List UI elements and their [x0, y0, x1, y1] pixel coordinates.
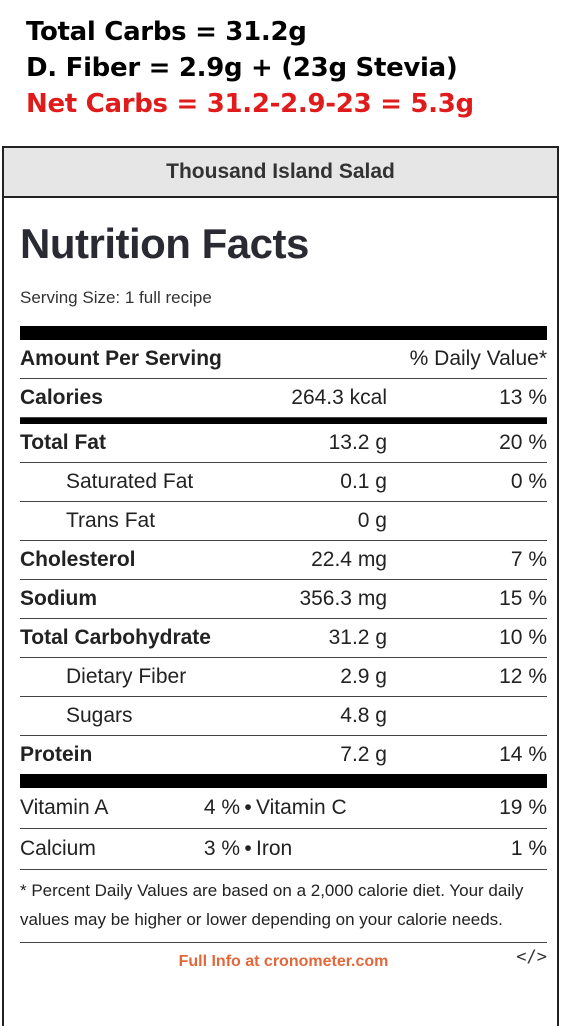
thick-divider — [20, 774, 547, 788]
net-carbs-note: Net Carbs = 31.2-2.9-23 = 5.3g — [26, 89, 474, 119]
nutrient-amount: 13.2 g — [328, 431, 387, 454]
nutrient-row-dietary-fiber: Dietary Fiber 2.9 g 12 % — [20, 658, 547, 697]
nutrient-amount: 22.4 mg — [311, 548, 387, 571]
nutrient-name: Calories — [20, 386, 103, 409]
bullet-separator: • — [244, 796, 252, 819]
vitamin-name: Calcium — [20, 837, 96, 860]
vitamin-value: 3 % — [203, 837, 240, 860]
vitamin-value: 19 % — [499, 796, 547, 819]
nutrient-dv: 15 % — [499, 587, 547, 610]
nutrient-row-cholesterol: Cholesterol 22.4 mg 7 % — [20, 541, 547, 580]
vitamin-name: Vitamin A — [20, 796, 109, 819]
nutrient-dv: 0 % — [510, 470, 547, 493]
vitamin-value: 1 % — [510, 837, 547, 860]
nutrient-name: Sugars — [66, 704, 133, 727]
nutrient-amount: 356.3 mg — [299, 587, 387, 610]
daily-value-footnote: * Percent Daily Values are based on a 2,… — [20, 870, 547, 943]
nutrient-name: Dietary Fiber — [66, 665, 187, 688]
nutrient-row-total-carbohydrate: Total Carbohydrate 31.2 g 10 % — [20, 619, 547, 658]
nutrient-amount: 0 g — [357, 509, 387, 532]
nutrition-facts-title: Nutrition Facts — [20, 220, 309, 267]
fiber-note: D. Fiber = 2.9g + (23g Stevia) — [26, 53, 458, 83]
carb-annotation: Total Carbs = 31.2g D. Fiber = 2.9g + (2… — [26, 14, 556, 122]
amount-per-serving-label: Amount Per Serving — [20, 347, 222, 370]
nutrient-dv: 7 % — [510, 548, 547, 571]
nutrient-amount: 264.3 kcal — [291, 386, 387, 409]
nutrient-name: Total Fat — [20, 431, 106, 454]
total-carbs-note: Total Carbs = 31.2g — [26, 17, 307, 47]
nutrient-dv: 14 % — [499, 743, 547, 766]
nutrient-row-calories: Calories 264.3 kcal 13 % — [20, 379, 547, 418]
nutrient-amount: 31.2 g — [328, 626, 387, 649]
nutrient-dv: 12 % — [499, 665, 547, 688]
nutrient-amount: 0.1 g — [340, 470, 387, 493]
nutrient-name: Saturated Fat — [66, 470, 194, 493]
vitamin-name: Vitamin C — [256, 796, 347, 819]
bullet-separator: • — [244, 837, 252, 860]
embed-code-icon[interactable]: </> — [516, 947, 547, 967]
nutrient-dv: 13 % — [499, 386, 547, 409]
vitamin-row: Vitamin A 4 % • Vitamin C 19 % — [20, 788, 547, 829]
vitamin-row: Calcium 3 % • Iron 1 % — [20, 829, 547, 870]
nutrient-name: Total Carbohydrate — [20, 626, 211, 649]
nutrient-amount: 4.8 g — [340, 704, 387, 727]
nutrient-dv: 20 % — [499, 431, 547, 454]
medium-divider — [20, 418, 547, 424]
nutrient-row-sugars: Sugars 4.8 g — [20, 697, 547, 736]
nutrient-row-protein: Protein 7.2 g 14 % — [20, 736, 547, 774]
nutrient-row-trans-fat: Trans Fat 0 g — [20, 502, 547, 541]
vitamin-value: 4 % — [203, 796, 240, 819]
nutrient-name: Sodium — [20, 587, 97, 610]
nutrient-amount: 7.2 g — [340, 743, 387, 766]
nutrient-amount: 2.9 g — [340, 665, 387, 688]
nutrient-name: Protein — [20, 743, 93, 766]
nutrition-panel: Nutrition Facts Serving Size: 1 full rec… — [20, 198, 547, 987]
recipe-title: Thousand Island Salad — [4, 148, 557, 198]
serving-size: Serving Size: 1 full recipe — [20, 288, 212, 307]
nutrient-row-sodium: Sodium 356.3 mg 15 % — [20, 580, 547, 619]
thick-divider — [20, 326, 547, 340]
nutrient-row-total-fat: Total Fat 13.2 g 20 % — [20, 424, 547, 463]
cronometer-link[interactable]: Full Info at cronometer.com — [178, 953, 389, 970]
nutrient-name: Trans Fat — [66, 509, 156, 532]
amount-header-row: Amount Per Serving % Daily Value* — [20, 340, 547, 379]
vitamin-name: Iron — [256, 837, 293, 860]
nutrient-row-saturated-fat: Saturated Fat 0.1 g 0 % — [20, 463, 547, 502]
nutrient-name: Cholesterol — [20, 548, 136, 571]
daily-value-label: % Daily Value* — [409, 347, 547, 370]
nutrition-card: Thousand Island Salad Nutrition Facts Se… — [2, 146, 559, 1026]
nutrient-dv: 10 % — [499, 626, 547, 649]
credit-bar: Full Info at cronometer.com </> — [20, 943, 547, 987]
